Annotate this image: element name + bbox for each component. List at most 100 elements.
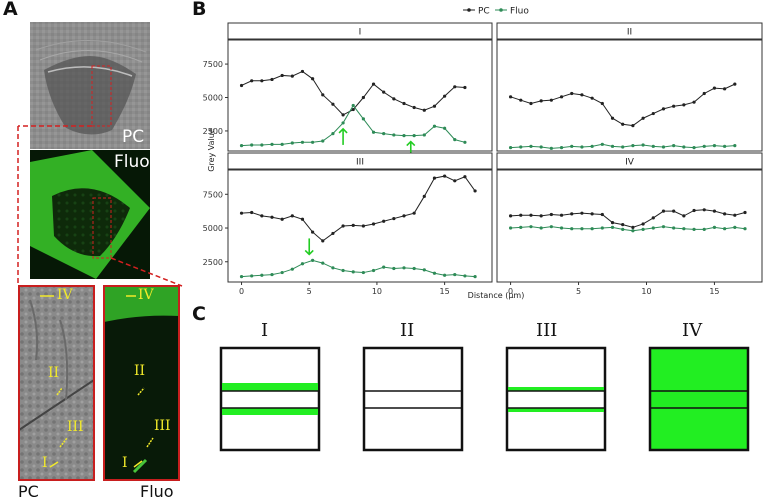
point-pc-IV-11 <box>621 223 625 227</box>
point-fluo-IV-4 <box>549 225 553 229</box>
point-pc-IV-22 <box>733 213 737 217</box>
point-fluo-IV-12 <box>631 229 635 233</box>
point-fluo-II-4 <box>549 146 553 150</box>
point-fluo-IV-0 <box>508 226 513 230</box>
legend-pc-swatch-dot <box>467 8 471 12</box>
facet-title-II: II <box>627 28 632 38</box>
point-fluo-IV-16 <box>672 226 676 230</box>
point-pc-I-11 <box>351 107 355 112</box>
facet-title-IV: IV <box>625 158 635 168</box>
point-fluo-III-4 <box>280 270 284 275</box>
schematic-title-iii: III <box>536 320 558 341</box>
point-fluo-III-3 <box>270 272 274 277</box>
point-pc-IV-14 <box>651 216 655 220</box>
point-pc-III-9 <box>331 231 335 236</box>
arrow-head-I-0 <box>338 127 348 134</box>
point-fluo-III-1 <box>250 274 254 278</box>
point-pc-IV-15 <box>661 209 666 213</box>
series-line-fluo-IV <box>510 226 746 232</box>
point-pc-IV-2 <box>529 213 533 217</box>
point-pc-IV-5 <box>559 213 564 217</box>
point-pc-IV-21 <box>723 212 727 216</box>
point-fluo-I-21 <box>453 138 457 142</box>
point-pc-I-21 <box>453 85 457 89</box>
zoom-pc-label-ii: II <box>48 365 60 381</box>
panel-letter-a: A <box>3 0 18 20</box>
point-fluo-IV-8 <box>590 227 594 231</box>
point-pc-I-5 <box>290 74 294 78</box>
point-pc-II-7 <box>580 93 584 97</box>
point-fluo-III-5 <box>290 267 294 271</box>
facet-strip-IV <box>496 152 763 170</box>
zoom-fluo-label-ii: II <box>134 363 146 379</box>
x-tick-label-IV-5: 5 <box>576 287 581 296</box>
point-fluo-III-23 <box>473 275 477 279</box>
point-fluo-II-2 <box>529 144 533 148</box>
point-pc-I-0 <box>239 83 244 88</box>
point-fluo-II-12 <box>631 144 635 148</box>
point-fluo-II-17 <box>682 145 686 149</box>
y-tick-label-III-2500: 2500 <box>203 258 223 267</box>
x-tick-label-III-15: 15 <box>440 287 450 296</box>
point-fluo-I-7 <box>311 140 315 144</box>
zoom-pc-image <box>18 285 95 481</box>
point-fluo-IV-11 <box>621 227 625 231</box>
point-fluo-III-21 <box>453 272 457 277</box>
point-fluo-I-6 <box>300 140 305 144</box>
point-fluo-II-13 <box>641 143 645 147</box>
point-fluo-III-18 <box>422 268 426 272</box>
point-pc-II-4 <box>549 98 553 102</box>
point-fluo-I-19 <box>432 124 437 128</box>
point-pc-I-8 <box>321 93 325 97</box>
point-pc-I-13 <box>371 82 376 86</box>
schematic-title-ii: II <box>400 320 415 341</box>
y-tick-label-I-7500: 7500 <box>203 60 223 69</box>
point-fluo-II-6 <box>570 144 574 148</box>
point-pc-IV-10 <box>610 221 615 225</box>
point-pc-III-16 <box>402 214 406 218</box>
point-pc-I-10 <box>341 113 345 117</box>
point-pc-III-19 <box>432 176 437 180</box>
point-pc-IV-12 <box>631 225 635 229</box>
point-pc-III-8 <box>321 239 325 243</box>
point-fluo-I-14 <box>382 132 386 136</box>
point-pc-IV-19 <box>702 208 706 212</box>
point-pc-III-6 <box>300 217 305 221</box>
point-pc-III-7 <box>311 230 315 234</box>
point-fluo-IV-10 <box>610 225 615 229</box>
facet-strip-II <box>496 22 763 40</box>
point-fluo-III-9 <box>331 266 335 270</box>
series-line-pc-IV <box>510 209 746 228</box>
point-pc-III-11 <box>351 223 355 227</box>
point-pc-I-1 <box>250 79 254 83</box>
x-axis-label: Distance (µm) <box>468 291 525 300</box>
schematic-ii <box>362 346 464 452</box>
x-tick-label-III-0: 0 <box>239 287 244 296</box>
point-pc-IV-7 <box>580 211 584 215</box>
point-pc-IV-16 <box>672 209 676 213</box>
fluo-image-label: Fluo <box>114 152 150 172</box>
point-pc-III-10 <box>341 224 345 228</box>
point-fluo-IV-20 <box>712 225 717 229</box>
point-pc-I-19 <box>432 104 437 108</box>
point-pc-II-9 <box>600 101 604 106</box>
series-line-fluo-III <box>241 259 476 278</box>
point-fluo-I-11 <box>351 103 355 108</box>
zoom-fluo-label-iii: III <box>154 418 171 434</box>
point-pc-II-0 <box>508 95 513 99</box>
zoom-fluo-image <box>103 285 180 481</box>
point-fluo-III-15 <box>392 266 396 271</box>
y-tick-label-I-2500: 2500 <box>203 127 223 136</box>
point-fluo-II-11 <box>621 145 625 149</box>
point-pc-I-9 <box>331 102 335 106</box>
point-fluo-IV-15 <box>661 225 666 229</box>
point-fluo-II-20 <box>712 144 717 148</box>
facet-strip-III <box>227 152 493 170</box>
point-fluo-I-12 <box>361 117 365 121</box>
point-fluo-II-21 <box>723 144 727 148</box>
point-fluo-IV-3 <box>539 226 543 230</box>
point-pc-III-1 <box>250 210 254 215</box>
point-fluo-II-10 <box>610 144 615 148</box>
point-fluo-III-0 <box>239 275 244 279</box>
point-fluo-I-15 <box>392 133 396 137</box>
